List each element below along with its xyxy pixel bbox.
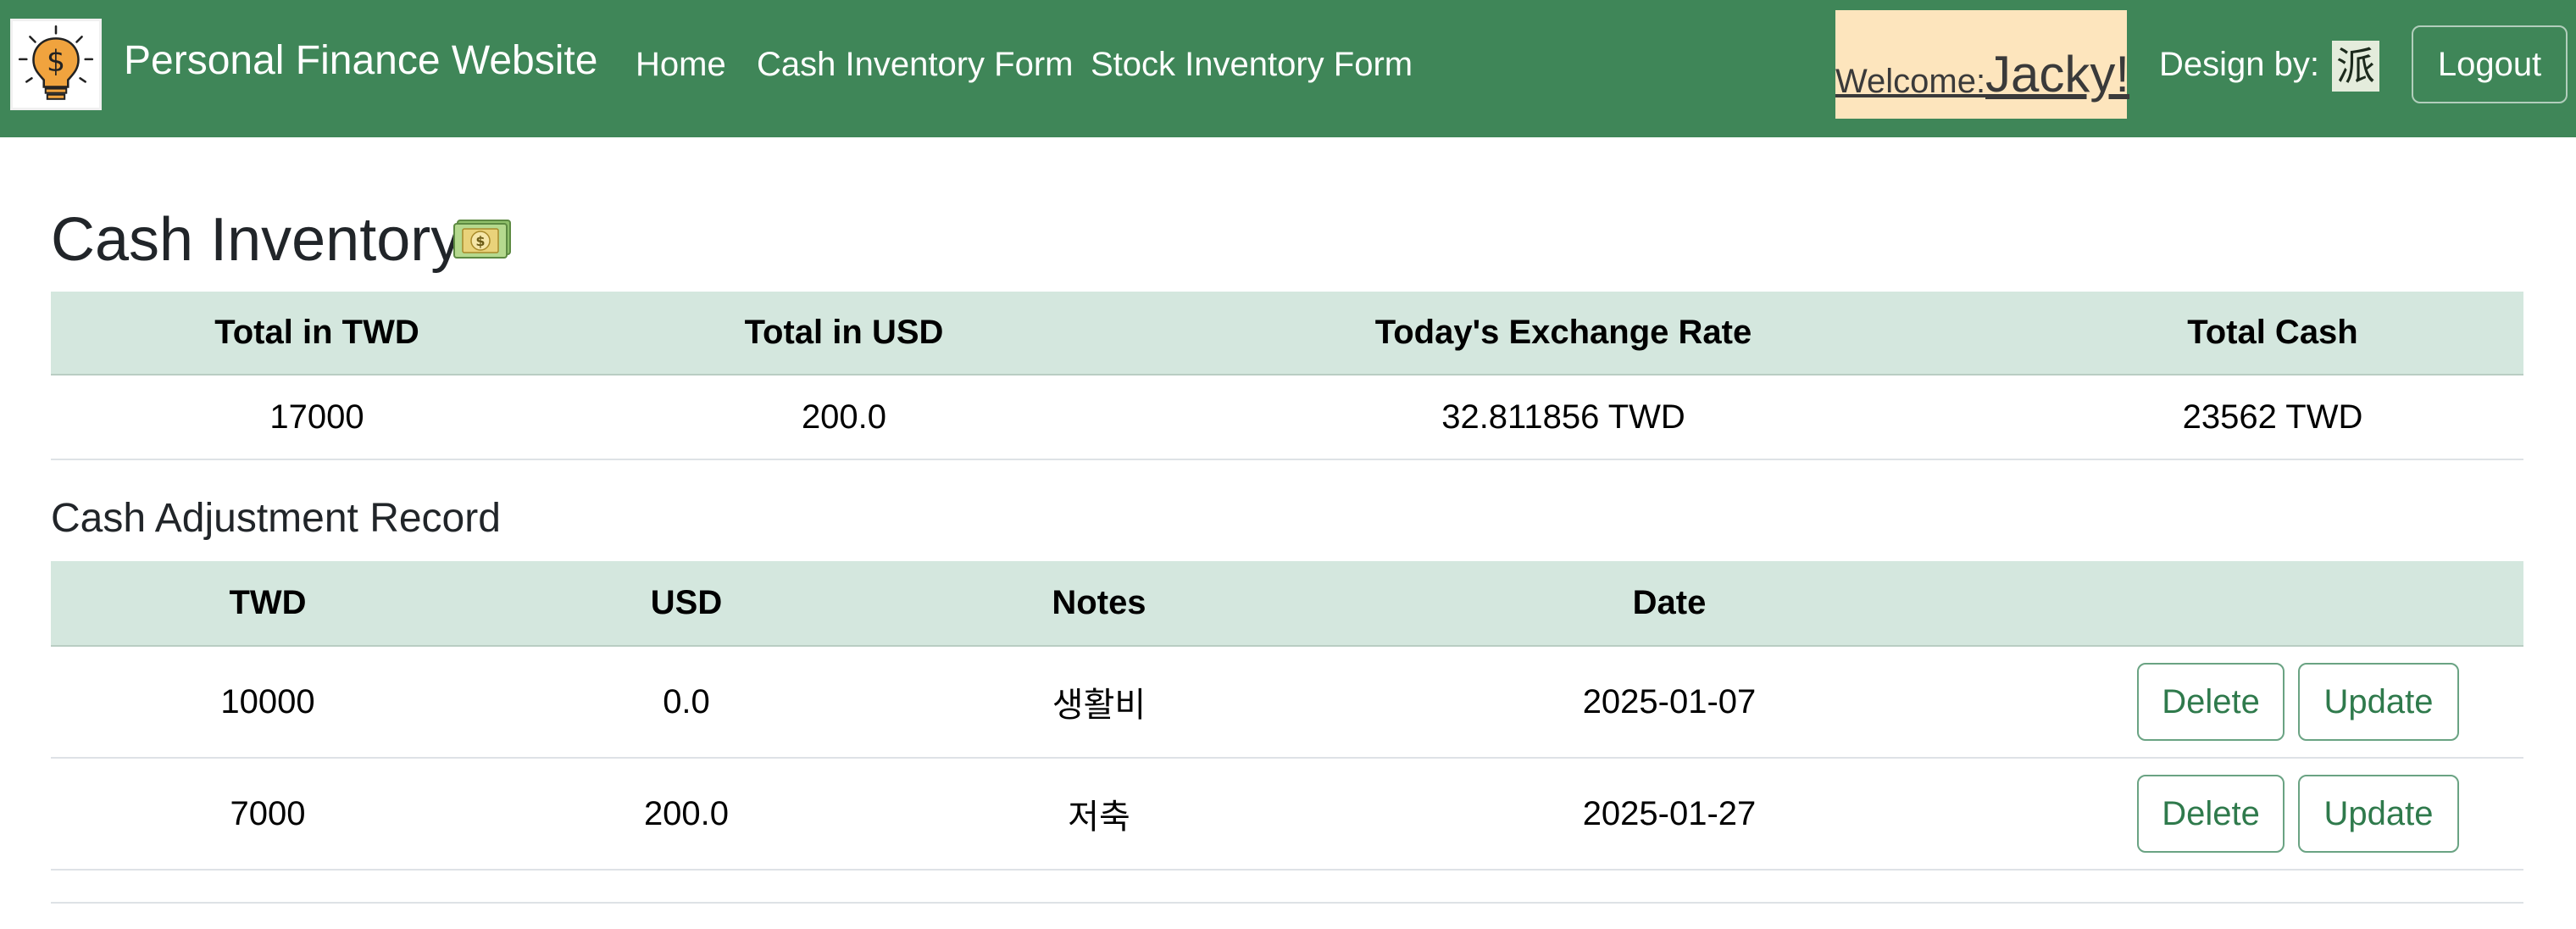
welcome-username[interactable]: Jacky! — [1985, 46, 2130, 103]
header-total-cash: Total Cash — [2022, 292, 2523, 375]
header-usd: USD — [485, 561, 888, 646]
section-title: Cash Adjustment Record — [51, 496, 501, 541]
row-twd: 7000 — [51, 758, 485, 871]
table-row: 10000 0.0 생활비 2025-01-07 Delete Update — [51, 646, 2523, 759]
page-title: Cash Inventory — [51, 206, 462, 274]
row-notes: 저축 — [888, 758, 1310, 871]
row-twd: 10000 — [51, 646, 485, 759]
welcome-prefix: Welcome: — [1835, 63, 1986, 100]
navbar: $ Personal Finance Website Home Cash Inv… — [0, 0, 2576, 137]
welcome-box[interactable]: Welcome: Jacky! — [1835, 10, 2130, 119]
header-exchange-rate: Today's Exchange Rate — [1105, 292, 2022, 375]
cash-summary-table: Total in TWD Total in USD Today's Exchan… — [51, 292, 2523, 460]
row-notes: 생활비 — [888, 646, 1310, 759]
update-button[interactable]: Update — [2298, 775, 2459, 853]
row-usd: 0.0 — [485, 646, 888, 759]
table-header-row: Total in TWD Total in USD Today's Exchan… — [51, 292, 2523, 375]
lightbulb-dollar-icon[interactable]: $ — [10, 19, 102, 110]
divider — [51, 902, 2523, 904]
table-header-row: TWD USD Notes Date — [51, 561, 2523, 646]
row-actions: Delete Update — [2029, 758, 2523, 871]
money-bill-icon: $ — [452, 219, 512, 259]
logout-button[interactable]: Logout — [2412, 25, 2568, 103]
header-notes: Notes — [888, 561, 1310, 646]
svg-text:$: $ — [475, 233, 485, 249]
row-date: 2025-01-27 — [1310, 758, 2029, 871]
header-total-usd: Total in USD — [583, 292, 1105, 375]
total-twd-value: 17000 — [51, 375, 583, 460]
design-by-label: Design by: — [2159, 46, 2319, 83]
svg-text:$: $ — [47, 45, 65, 79]
total-usd-value: 200.0 — [583, 375, 1105, 460]
designer-badge: 派 — [2332, 41, 2379, 92]
header-twd: TWD — [51, 561, 485, 646]
header-actions — [2029, 561, 2523, 646]
header-total-twd: Total in TWD — [51, 292, 583, 375]
exchange-rate-value: 32.811856 TWD — [1105, 375, 2022, 460]
table-row: 7000 200.0 저축 2025-01-27 Delete Update — [51, 758, 2523, 871]
row-date: 2025-01-07 — [1310, 646, 2029, 759]
brand-title[interactable]: Personal Finance Website — [124, 38, 598, 83]
cash-adjustment-table: TWD USD Notes Date 10000 0.0 생활비 2025-01… — [51, 561, 2523, 871]
nav-link-home[interactable]: Home — [636, 46, 726, 83]
delete-button[interactable]: Delete — [2137, 775, 2285, 853]
delete-button[interactable]: Delete — [2137, 663, 2285, 741]
nav-link-stock-inventory-form[interactable]: Stock Inventory Form — [1091, 46, 1413, 83]
update-button[interactable]: Update — [2298, 663, 2459, 741]
nav-link-cash-inventory-form[interactable]: Cash Inventory Form — [757, 46, 1074, 83]
row-usd: 200.0 — [485, 758, 888, 871]
total-cash-value: 23562 TWD — [2022, 375, 2523, 460]
header-date: Date — [1310, 561, 2029, 646]
row-actions: Delete Update — [2029, 646, 2523, 759]
table-row: 17000 200.0 32.811856 TWD 23562 TWD — [51, 375, 2523, 460]
